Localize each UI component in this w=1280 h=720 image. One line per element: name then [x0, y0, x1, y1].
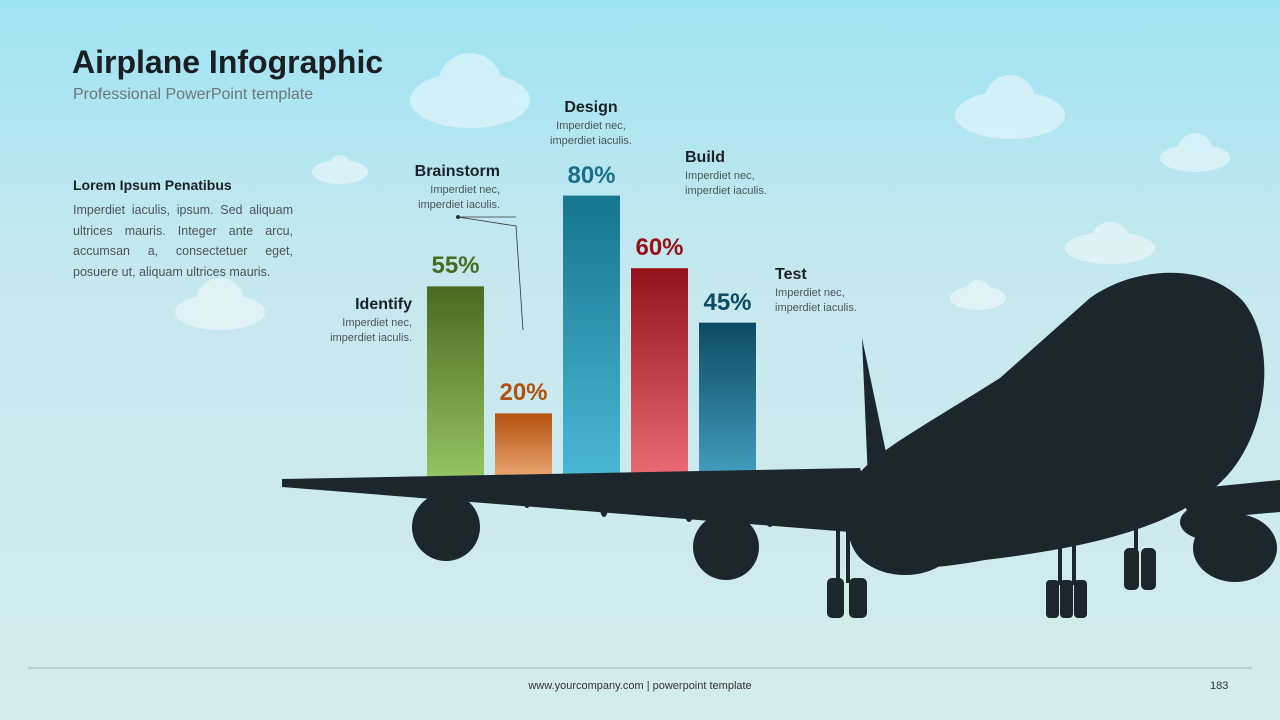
category-label: Build — [685, 149, 725, 166]
value-label: 55% — [431, 252, 480, 280]
category-description: Imperdiet nec, imperdiet iaculis. — [775, 287, 857, 314]
value-label: 20% — [499, 379, 548, 407]
page-number: 183 — [1210, 680, 1229, 692]
value-label: 45% — [703, 288, 752, 316]
bar — [427, 286, 484, 486]
category-description: Imperdiet nec, imperdiet iaculis. — [685, 170, 767, 197]
bar — [563, 195, 620, 486]
leader-line — [457, 216, 524, 331]
airplane — [282, 272, 1280, 618]
bar — [699, 322, 756, 486]
clouds — [175, 53, 1230, 330]
leader-dot — [456, 215, 460, 219]
sidebar-body: Imperdiet iaculis, ipsum. Sed aliquam ul… — [73, 203, 293, 279]
category-label: Identify — [355, 296, 412, 313]
title: Airplane Infographic — [72, 44, 384, 80]
sidebar-heading: Lorem Ipsum Penatibus — [73, 177, 232, 193]
category-description: Imperdiet nec, imperdiet iaculis. — [418, 184, 500, 211]
footer-text: www.yourcompany.com | powerpoint templat… — [528, 680, 752, 692]
category-label: Test — [775, 266, 807, 283]
value-label: 60% — [635, 234, 684, 262]
subtitle: Professional PowerPoint template — [73, 86, 314, 103]
category-description: Imperdiet nec, imperdiet iaculis. — [550, 120, 632, 147]
bar — [631, 268, 688, 486]
bar — [495, 413, 552, 486]
value-label: 80% — [567, 161, 616, 189]
category-label: Brainstorm — [414, 163, 500, 180]
bars — [427, 195, 756, 486]
category-description: Imperdiet nec, imperdiet iaculis. — [330, 317, 412, 344]
category-label: Design — [564, 99, 618, 116]
